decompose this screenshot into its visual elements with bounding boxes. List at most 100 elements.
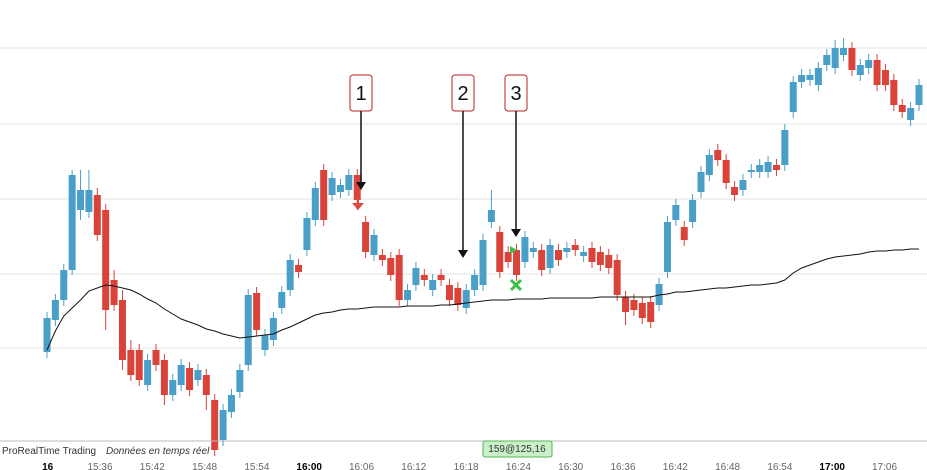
candle-body <box>370 235 378 255</box>
candle-body <box>689 200 697 222</box>
candle-body <box>269 318 277 340</box>
candle-body <box>303 218 311 250</box>
candle-body <box>177 365 185 385</box>
candle-body <box>194 370 202 380</box>
candle-body <box>261 335 269 350</box>
candle-body <box>907 108 915 120</box>
annotation-label: 1 <box>355 83 366 105</box>
candle-body <box>722 160 730 183</box>
candle-body <box>487 210 495 222</box>
candle-body <box>731 187 739 195</box>
x-tick-label: 16:12 <box>401 462 426 470</box>
candle-body <box>789 82 797 112</box>
candle-body <box>471 275 479 290</box>
position-badge: 159@125,16 <box>488 444 546 455</box>
candle-body <box>563 248 571 252</box>
candle-body <box>127 350 135 375</box>
candle-body <box>865 60 873 68</box>
candle-body <box>596 252 604 265</box>
candle-body <box>529 248 537 252</box>
candle-body <box>680 227 688 240</box>
candle-body <box>395 255 403 300</box>
candle-body <box>345 175 353 190</box>
candle-body <box>588 248 596 262</box>
candle-body <box>504 252 512 262</box>
candle-body <box>873 60 881 85</box>
candle-body <box>353 175 361 200</box>
candle-body <box>51 300 59 320</box>
candle-body <box>202 375 210 395</box>
candle-body <box>772 165 780 170</box>
candle-body <box>336 185 344 192</box>
candle-body <box>898 105 906 112</box>
position-badge-box <box>482 440 553 458</box>
candle-body <box>118 300 126 360</box>
candle-body <box>186 368 194 390</box>
x-axis: 16 15:36 15:42 15:48 15:54 16:00 16:06 16:12 16:… <box>42 462 897 470</box>
candle-body <box>521 237 529 262</box>
x-tick-label: 16 <box>42 462 54 470</box>
candle-body <box>638 303 646 318</box>
candle-body <box>102 210 110 310</box>
candle-body <box>605 255 613 268</box>
candle-body <box>915 85 923 105</box>
candle-body <box>881 70 889 85</box>
candle-body <box>647 302 655 322</box>
candle-body <box>496 232 504 272</box>
candle-body <box>781 130 789 165</box>
candle-body <box>278 292 286 308</box>
candle-body <box>328 178 336 195</box>
candle-body <box>856 65 864 75</box>
x-tick-label: 16:42 <box>663 462 688 470</box>
candle-body <box>764 162 772 172</box>
candle-body <box>85 190 93 212</box>
buy-marker <box>510 246 517 254</box>
candle-body <box>697 172 705 192</box>
x-tick-label: 16:00 <box>296 462 322 470</box>
candle-body <box>823 55 831 65</box>
x-tick-label: 15:36 <box>87 462 112 470</box>
candle-body <box>538 250 546 270</box>
candle-body <box>513 250 521 275</box>
x-tick-label: 16:36 <box>610 462 635 470</box>
candle-body <box>672 205 680 220</box>
candle-body <box>93 195 101 235</box>
source-note: Données en temps réel <box>106 446 210 457</box>
candle-body <box>613 260 621 295</box>
moving-average <box>46 248 919 351</box>
candle-body <box>806 75 814 80</box>
candle-body <box>747 170 755 172</box>
annotation-label: 2 <box>457 83 468 105</box>
candle-body <box>378 255 386 260</box>
candle-body <box>479 240 487 285</box>
candle-body <box>253 293 261 330</box>
candle-body <box>546 245 554 268</box>
annotation-arrowhead <box>356 182 366 190</box>
candle-body <box>437 275 445 280</box>
candle-body <box>739 180 747 190</box>
candle-body <box>311 188 319 220</box>
candle-body <box>814 68 822 85</box>
candle-body <box>144 360 152 385</box>
candle-body <box>462 290 470 308</box>
x-tick-label: 16:48 <box>715 462 740 470</box>
x-tick-label: 17:06 <box>872 462 897 470</box>
candle-body <box>362 222 370 252</box>
candle-body <box>169 380 177 395</box>
candle-body <box>60 270 68 300</box>
candle-body <box>412 268 420 285</box>
candle-body <box>227 395 235 412</box>
annotation-label: 3 <box>510 83 521 105</box>
candle-body <box>714 150 722 160</box>
candle-body <box>152 350 160 365</box>
candle-body <box>420 275 428 280</box>
x-tick-label: 17:00 <box>819 462 845 470</box>
x-tick-label: 15:48 <box>192 462 217 470</box>
candle-body <box>663 222 671 272</box>
candle-body <box>445 285 453 300</box>
x-tick-label: 16:30 <box>558 462 583 470</box>
candle-body <box>756 165 764 172</box>
candle-body <box>840 48 848 55</box>
